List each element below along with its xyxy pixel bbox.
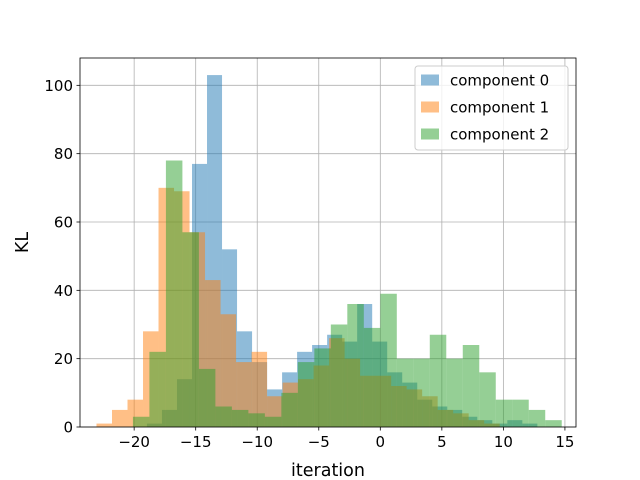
histogram-bar — [231, 409, 249, 427]
histogram-bar — [297, 362, 315, 427]
histogram-bar — [330, 324, 348, 427]
histogram-bar — [545, 420, 562, 427]
histogram-bar — [495, 399, 513, 427]
y-tick-label: 40 — [54, 282, 73, 300]
legend-box — [414, 65, 569, 151]
x-tick-label: 10 — [494, 433, 513, 451]
x-tick-label: 0 — [376, 433, 386, 451]
histogram-bar — [347, 304, 364, 427]
histogram-bar — [248, 413, 265, 427]
x-axis-label: iteration — [291, 461, 365, 480]
x-tick-label: 15 — [555, 433, 574, 451]
histogram-bar — [413, 358, 430, 427]
x-tick-label: −20 — [118, 433, 150, 451]
x-tick-label: 5 — [437, 433, 447, 451]
histogram-bar — [446, 358, 463, 427]
histogram-bar — [198, 368, 216, 427]
histogram-bar — [165, 160, 183, 427]
legend: component 0 component 1 component 2 — [414, 65, 569, 151]
y-tick-label: 60 — [54, 214, 73, 232]
legend-label: component 0 — [450, 72, 549, 90]
histogram-bar — [149, 351, 166, 427]
y-tick-label: 20 — [54, 350, 73, 368]
x-tick-label: −15 — [180, 433, 212, 451]
histogram-bar — [512, 399, 529, 427]
y-tick-label: 80 — [54, 145, 73, 163]
histogram-bar — [363, 327, 381, 427]
histogram-bar — [462, 345, 480, 427]
histogram-bar — [96, 423, 112, 427]
y-axis-ticks: 0 20 40 60 80 100 — [44, 77, 80, 437]
legend-swatch — [421, 128, 439, 140]
histogram-bar — [112, 409, 128, 427]
legend-swatch — [421, 101, 439, 113]
histogram-bar — [132, 416, 150, 427]
histogram-bar — [396, 358, 414, 427]
y-tick-label: 0 — [63, 419, 73, 437]
series-2 — [132, 160, 562, 427]
histogram-bar — [479, 372, 496, 427]
histogram-bar — [429, 334, 447, 427]
x-axis-ticks: −20 −15 −10 −5 0 5 10 15 — [118, 427, 574, 451]
plot-frame — [79, 57, 577, 428]
histogram-bar — [528, 409, 546, 427]
y-tick-label: 100 — [44, 77, 73, 95]
histogram-bar — [281, 392, 298, 427]
histogram-bar — [182, 232, 199, 427]
histogram-bar — [314, 348, 331, 427]
histogram-bar — [251, 351, 268, 427]
x-tick-label: −10 — [241, 433, 273, 451]
histogram-bars — [96, 75, 562, 427]
y-axis-label: KL — [13, 232, 33, 253]
legend-label: component 1 — [450, 99, 549, 117]
legend-swatch — [421, 74, 439, 86]
x-tick-label: −5 — [308, 433, 330, 451]
legend-label: component 2 — [450, 126, 549, 144]
histogram-bar — [215, 406, 232, 427]
histogram-bar — [380, 293, 397, 427]
histogram-bar — [264, 416, 282, 427]
histogram-bar — [220, 314, 237, 427]
